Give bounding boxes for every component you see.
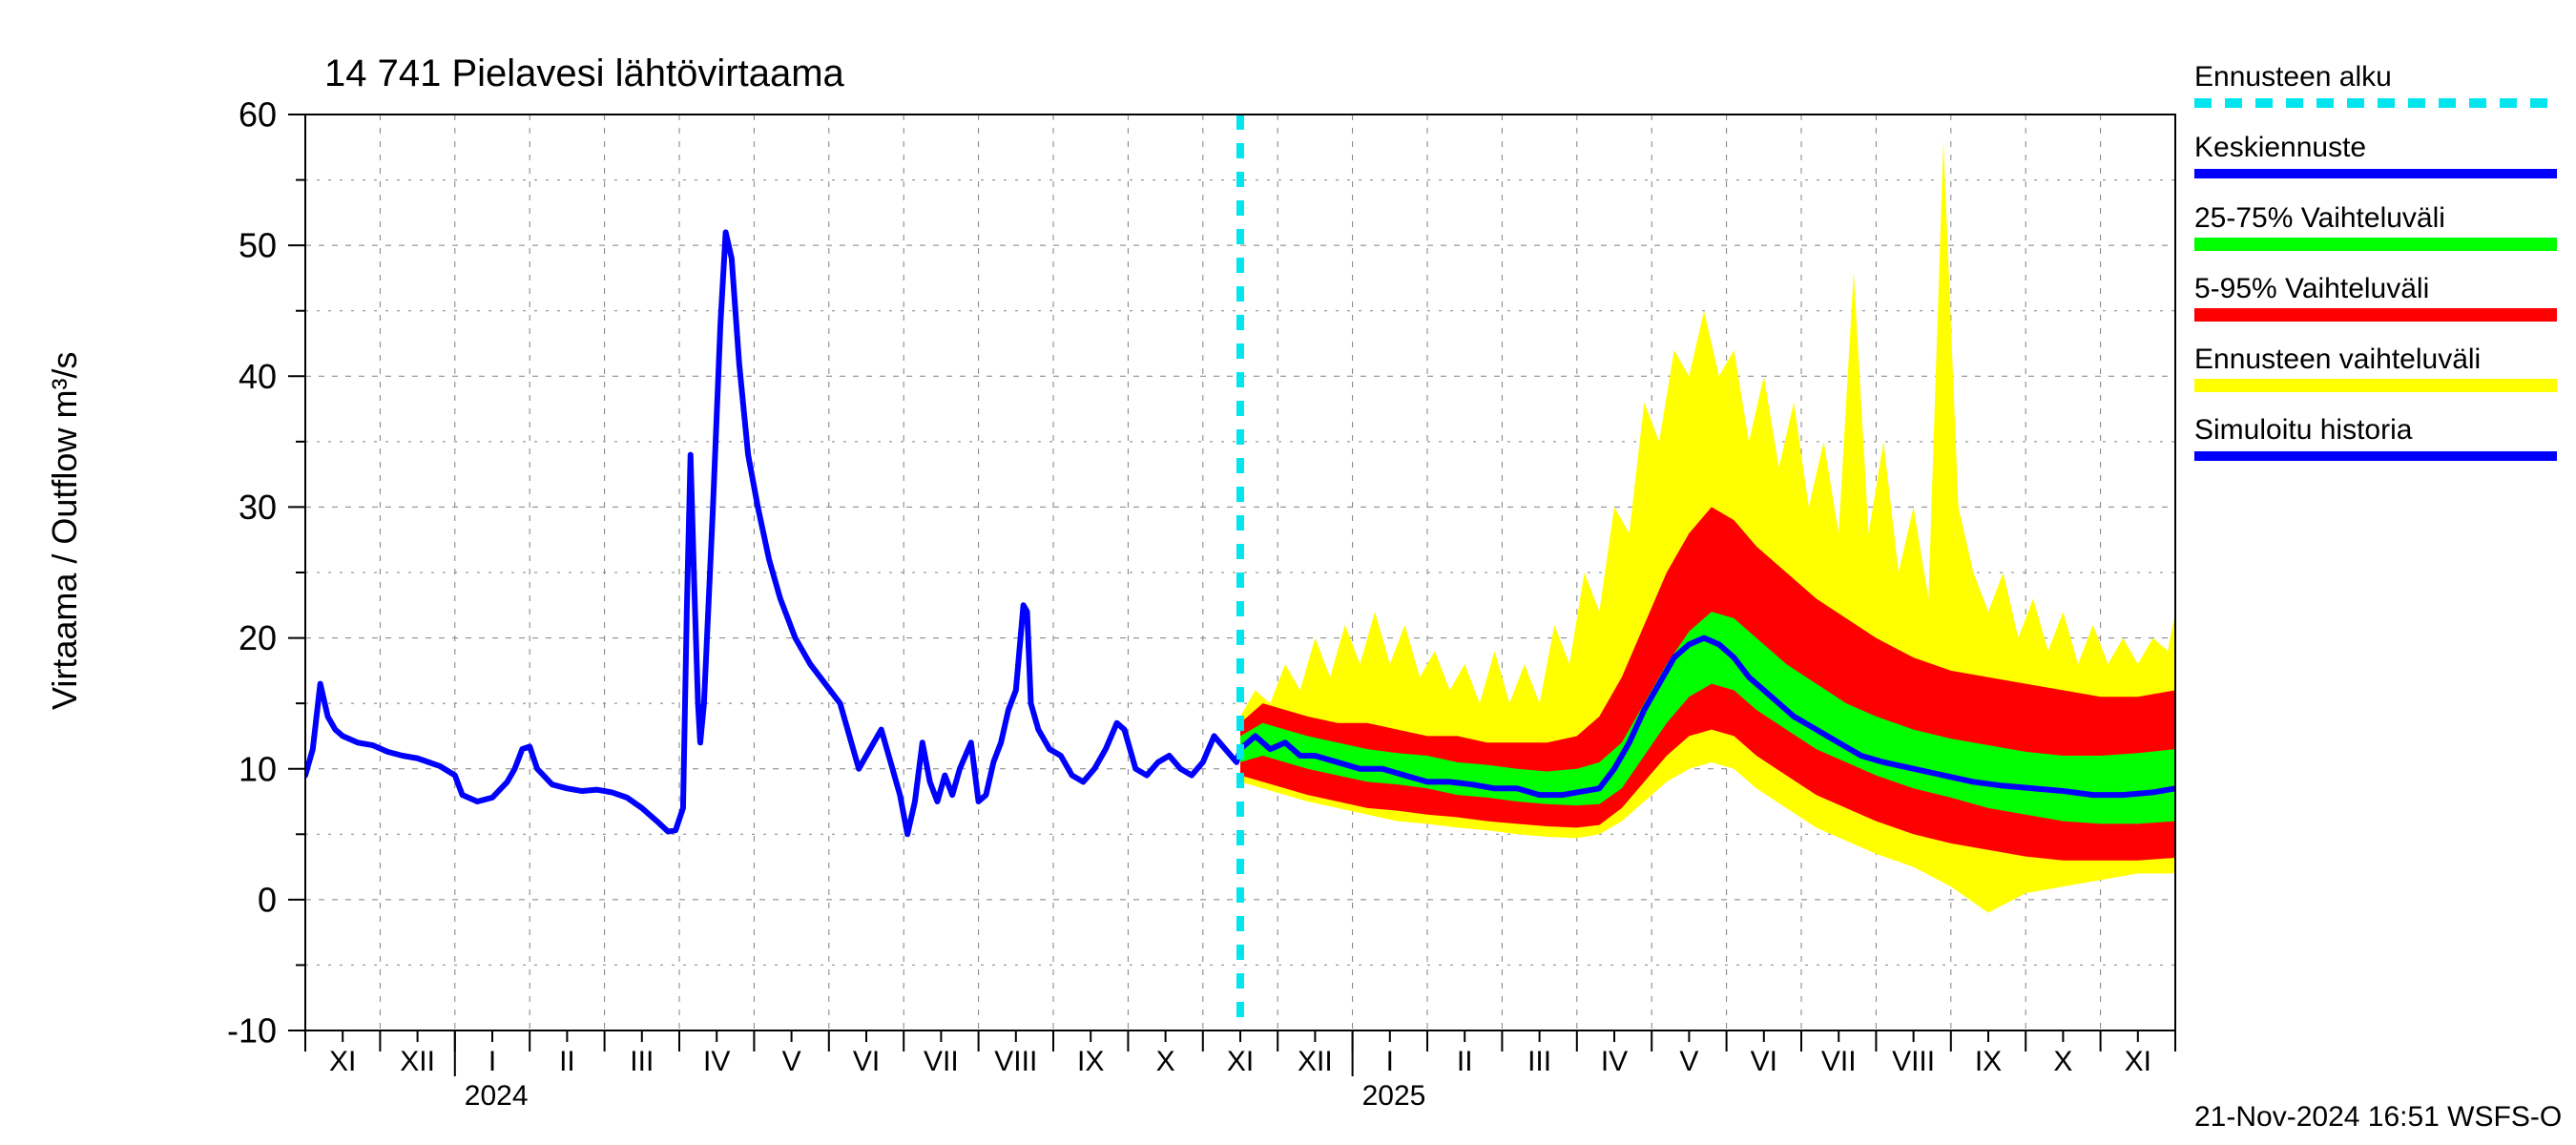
outflow-forecast-chart: -100102030405060XIXIIIIIIIIIVVVIVIIVIIII… — [0, 0, 2576, 1145]
svg-text:IX: IX — [1077, 1046, 1104, 1077]
svg-text:III: III — [1527, 1046, 1551, 1077]
svg-text:VII: VII — [924, 1046, 959, 1077]
svg-text:2025: 2025 — [1362, 1080, 1426, 1112]
svg-text:2024: 2024 — [465, 1080, 529, 1112]
legend-item-label: 25-75% Vaihteluväli — [2194, 202, 2445, 234]
footer-timestamp: 21-Nov-2024 16:51 WSFS-O — [2194, 1101, 2562, 1133]
svg-text:30: 30 — [239, 488, 277, 527]
legend-item-label: Ennusteen alku — [2194, 61, 2392, 93]
svg-text:XI: XI — [2125, 1046, 2151, 1077]
svg-text:VI: VI — [1751, 1046, 1777, 1077]
svg-text:VII: VII — [1821, 1046, 1857, 1077]
svg-text:II: II — [559, 1046, 575, 1077]
svg-text:IV: IV — [1601, 1046, 1628, 1077]
legend-item-label: Simuloitu historia — [2194, 414, 2413, 446]
svg-text:V: V — [782, 1046, 801, 1077]
svg-text:VIII: VIII — [1892, 1046, 1935, 1077]
svg-text:20: 20 — [239, 618, 277, 657]
svg-text:IX: IX — [1975, 1046, 2002, 1077]
svg-text:III: III — [630, 1046, 654, 1077]
y-axis-label: Virtaama / Outflow m³/s — [45, 352, 84, 710]
chart-title: 14 741 Pielavesi lähtövirtaama — [324, 52, 845, 94]
svg-text:V: V — [1679, 1046, 1698, 1077]
svg-text:VI: VI — [853, 1046, 880, 1077]
svg-text:40: 40 — [239, 357, 277, 396]
svg-text:I: I — [1386, 1046, 1394, 1077]
svg-text:10: 10 — [239, 749, 277, 788]
svg-text:0: 0 — [258, 880, 277, 919]
svg-text:IV: IV — [703, 1046, 730, 1077]
svg-text:X: X — [2053, 1046, 2072, 1077]
svg-text:XII: XII — [400, 1046, 435, 1077]
svg-text:XI: XI — [1227, 1046, 1254, 1077]
svg-text:XI: XI — [329, 1046, 356, 1077]
legend-item-label: 5-95% Vaihteluväli — [2194, 273, 2429, 304]
svg-text:X: X — [1156, 1046, 1175, 1077]
svg-text:XII: XII — [1298, 1046, 1333, 1077]
svg-text:II: II — [1457, 1046, 1473, 1077]
svg-text:I: I — [488, 1046, 496, 1077]
svg-text:-10: -10 — [227, 1011, 277, 1051]
svg-text:60: 60 — [239, 95, 277, 135]
legend-item-label: Ennusteen vaihteluväli — [2194, 344, 2481, 375]
svg-text:VIII: VIII — [994, 1046, 1037, 1077]
svg-text:50: 50 — [239, 226, 277, 265]
legend-item-label: Keskiennuste — [2194, 132, 2366, 163]
